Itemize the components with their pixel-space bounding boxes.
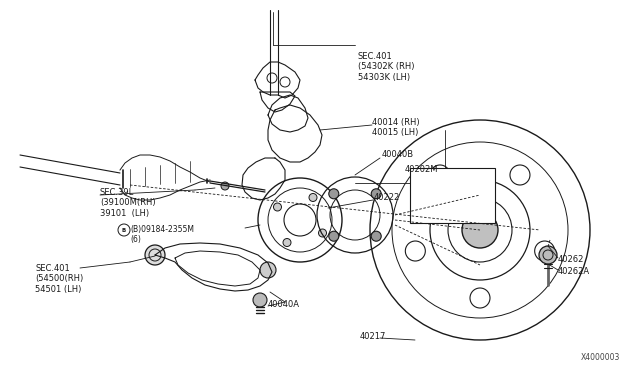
Text: SEC.401
(54500(RH)
54501 (LH): SEC.401 (54500(RH) 54501 (LH) (35, 264, 83, 294)
Circle shape (462, 212, 498, 248)
Text: 40014 (RH)
40015 (LH): 40014 (RH) 40015 (LH) (372, 118, 420, 137)
Circle shape (145, 245, 165, 265)
Circle shape (253, 293, 267, 307)
Circle shape (283, 238, 291, 247)
Circle shape (329, 189, 339, 199)
Circle shape (329, 231, 339, 241)
Circle shape (221, 182, 229, 190)
Text: 40202M: 40202M (405, 165, 438, 174)
Text: 40222: 40222 (374, 193, 400, 202)
Circle shape (371, 231, 381, 241)
Circle shape (371, 189, 381, 199)
Text: SEC.401
(54302K (RH)
54303K (LH): SEC.401 (54302K (RH) 54303K (LH) (358, 52, 415, 82)
Text: 40040A: 40040A (268, 300, 300, 309)
Text: SEC.39L
(39100M(RH)
39101  (LH): SEC.39L (39100M(RH) 39101 (LH) (100, 188, 156, 218)
Text: 40040B: 40040B (382, 150, 414, 159)
Circle shape (539, 246, 557, 264)
Text: B: B (122, 228, 126, 232)
Circle shape (273, 203, 282, 211)
Text: (B)09184-2355M
(6): (B)09184-2355M (6) (130, 225, 194, 244)
Bar (410, 168, 495, 223)
Circle shape (319, 229, 326, 237)
Circle shape (260, 262, 276, 278)
Text: X4000003: X4000003 (580, 353, 620, 362)
Text: 40262A: 40262A (558, 267, 590, 276)
Text: 40217: 40217 (360, 332, 387, 341)
Circle shape (309, 193, 317, 202)
Text: 40262: 40262 (558, 255, 584, 264)
